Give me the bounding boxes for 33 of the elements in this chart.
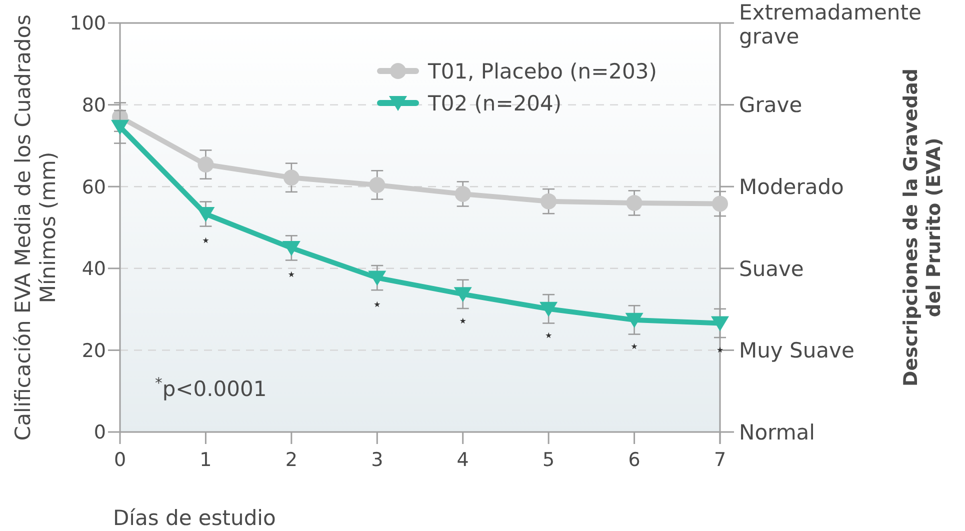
y-tick-label: 40 — [82, 258, 106, 280]
x-tick-label: 7 — [714, 449, 726, 471]
y-tick-label: 60 — [82, 176, 106, 198]
legend-label: T01, Placebo (n=203) — [427, 59, 657, 84]
annotation: ⋆ — [372, 294, 382, 314]
text: Descripciones de la Gravedad del Prurito (EVA) — [900, 68, 945, 387]
text: Suave — [739, 256, 804, 281]
x-tick-label: 5 — [542, 449, 555, 471]
text: Moderado — [739, 174, 844, 199]
x-tick-label: 0 — [114, 449, 126, 471]
x-tick-label: 6 — [628, 449, 640, 471]
y-axis-title: Calificación EVA Media de los Cuadrados Mínimos (mm) — [11, 14, 60, 441]
x-axis-title: Días de estudio — [113, 506, 276, 530]
legend-label: T02 (n=204) — [427, 91, 562, 116]
annotation: ⋆ — [458, 310, 468, 330]
annotation: ⋆ — [286, 264, 296, 284]
annotation: ⋆ — [714, 340, 726, 359]
x-tick-label: 4 — [456, 449, 469, 471]
y-tick-label: 100 — [70, 12, 106, 35]
annotation: $^{*}$p<0.0001 — [155, 374, 267, 401]
annotation: ⋆ — [544, 325, 554, 344]
annotation: ⋆ — [200, 230, 211, 250]
text: Muy Suave — [739, 338, 854, 363]
x-tick-label: 3 — [371, 449, 384, 471]
annotation: ⋆ — [629, 336, 640, 356]
text: Extremadamente grave — [739, 0, 922, 48]
x-tick-label: 1 — [200, 449, 212, 471]
text: Normal — [739, 420, 815, 444]
y-tick-label: 20 — [82, 340, 106, 362]
x-tick-label: 2 — [285, 449, 298, 471]
y-tick-label: 0 — [94, 422, 106, 444]
y-tick-label: 80 — [82, 94, 106, 116]
text: Grave — [739, 93, 802, 118]
